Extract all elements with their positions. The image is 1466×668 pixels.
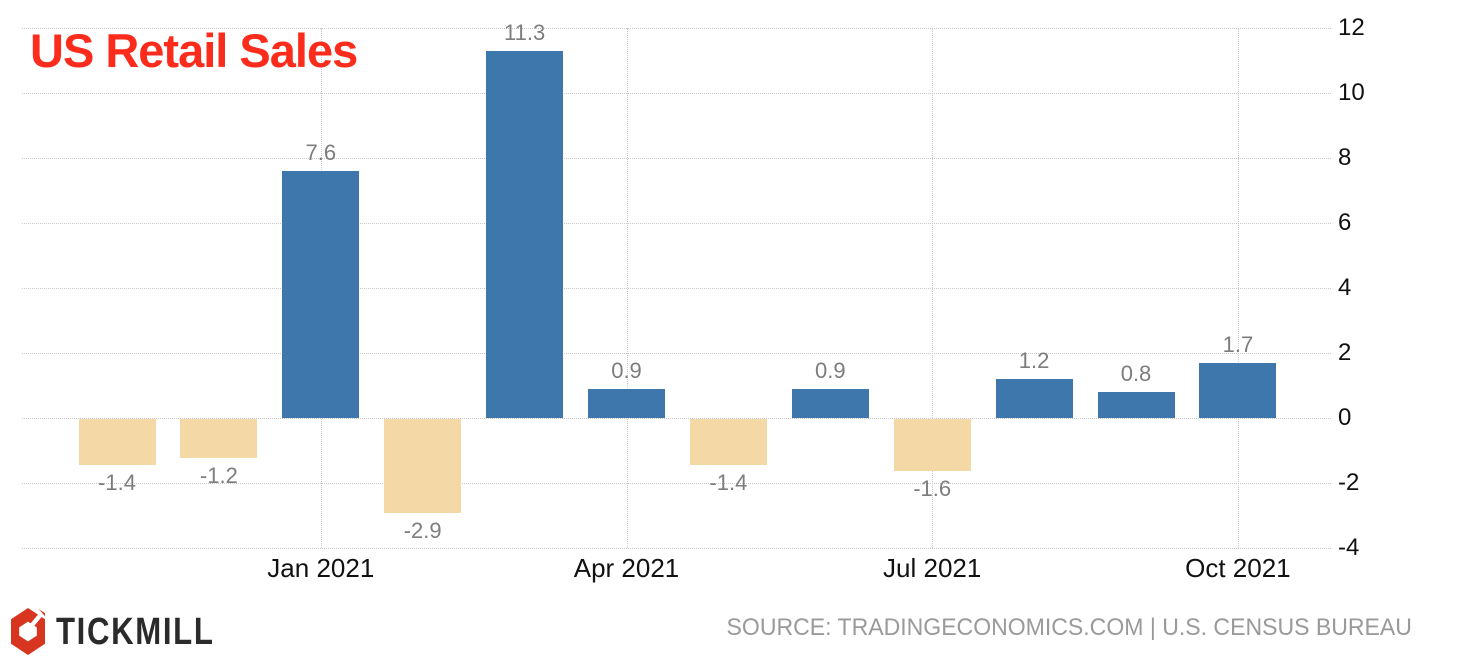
y-axis-label-10: 10 — [1338, 79, 1365, 106]
bar-1 — [180, 419, 258, 458]
gridline-y-4 — [22, 288, 1331, 289]
y-axis-label-4: 4 — [1338, 274, 1352, 301]
bar-value-label-2: 7.6 — [305, 140, 337, 165]
y-axis-label-0: 0 — [1338, 404, 1352, 431]
bar-value-label-6: -1.4 — [709, 469, 748, 495]
bar-4 — [486, 50, 564, 418]
gridline-y--4 — [22, 548, 1331, 549]
gridline-y-6 — [22, 223, 1331, 224]
chart-title: US Retail Sales — [30, 24, 358, 77]
gridline-x-jul-2021 — [932, 28, 934, 548]
bar-value-label-10: 0.8 — [1120, 361, 1152, 386]
gridline-y--2 — [22, 483, 1331, 484]
x-axis-label-jan-2021: Jan 2021 — [267, 553, 375, 583]
gridline-y-8 — [22, 158, 1331, 159]
y-axis-label-6: 6 — [1338, 209, 1352, 236]
y-axis-label-12: 12 — [1338, 14, 1365, 41]
bar-value-label-7: 0.9 — [815, 357, 846, 383]
bar-2 — [282, 171, 360, 418]
gridline-y-10 — [22, 93, 1331, 94]
brand-logo: TICKMILL — [11, 603, 249, 659]
footer: TICKMILL SOURCE: TRADINGECONOMICS.COM | … — [0, 607, 1466, 668]
gridline-y-2 — [22, 353, 1331, 354]
bar-value-label-4: 11.3 — [504, 19, 546, 45]
bar-9 — [995, 379, 1073, 418]
y-axis-label-2: 2 — [1338, 339, 1352, 366]
bar-0 — [78, 419, 156, 465]
gridline-y-0 — [22, 418, 1331, 419]
bar-value-label-8: -1.6 — [913, 476, 952, 501]
x-axis-label-apr-2021: Apr 2021 — [573, 553, 680, 583]
brand-name: TICKMILL — [56, 611, 215, 653]
y-axis-label--2: -2 — [1338, 469, 1360, 496]
bar-3 — [384, 419, 462, 514]
tickmill-hexagon-icon — [11, 607, 45, 655]
bar-value-label-11: 1.7 — [1222, 331, 1254, 357]
gridline-x-apr-2021 — [626, 28, 628, 548]
x-axis-label-oct-2021: Oct 2021 — [1185, 553, 1291, 583]
plot-area: 12 10 8 6 4 2 0 -2 -4 Jan 2021 Apr 2021 Jul 2021 Oct… — [22, 14, 1365, 583]
bar-value-label-9: 1.2 — [1018, 348, 1050, 373]
bar-11 — [1199, 362, 1277, 418]
bar-8 — [893, 419, 971, 471]
source-text: SOURCE: TRADINGECONOMICS.COM | U.S. CENS… — [726, 614, 1412, 641]
gridline-x-oct-2021 — [1237, 28, 1239, 548]
y-axis-label--4: -4 — [1338, 534, 1360, 561]
bar-value-label-0: -1.4 — [98, 469, 136, 495]
bar-value-label-1: -1.2 — [199, 463, 238, 488]
y-axis-label-8: 8 — [1338, 144, 1352, 171]
bar-value-label-5: 0.9 — [611, 357, 642, 383]
bar-6 — [689, 419, 767, 465]
x-axis-label-jul-2021: Jul 2021 — [883, 553, 982, 583]
bar-5 — [588, 388, 665, 418]
bar-7 — [791, 388, 869, 418]
gridline-y-12 — [22, 28, 1331, 29]
bar-value-label-3: -2.9 — [403, 518, 442, 544]
bar-10 — [1097, 392, 1175, 418]
